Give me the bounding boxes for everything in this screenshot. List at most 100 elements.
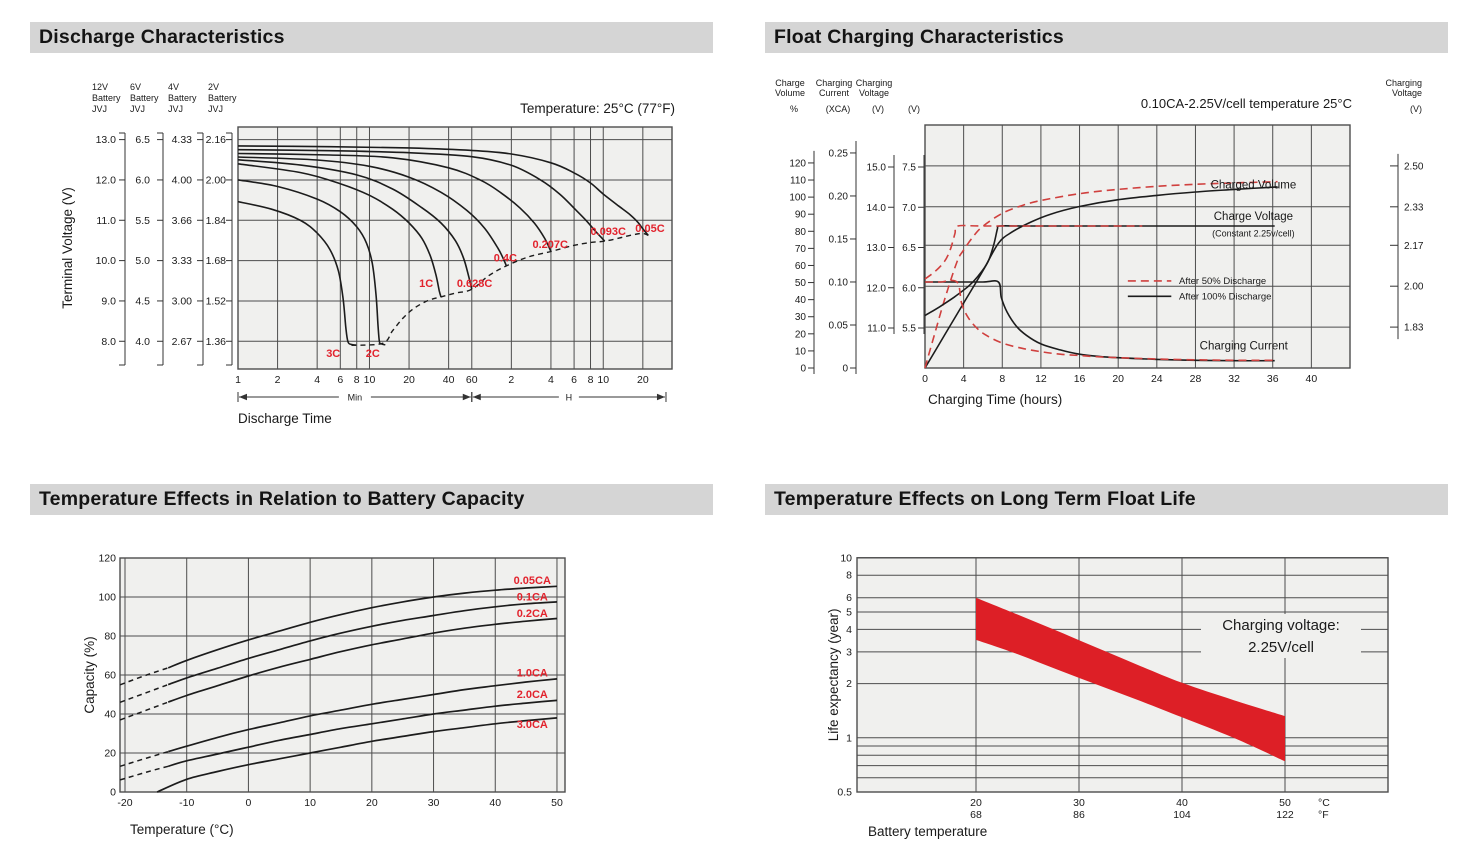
y-tick-label: 120 [98,553,116,565]
curve-0.1CA [167,601,558,686]
curve-0.2CA [167,617,558,703]
x-tick-label: 10 [304,797,316,809]
plot-border [924,124,1351,369]
scale-value: 6.5 [902,243,916,254]
x-tick-label: 1 [235,374,241,386]
x-tick-label-fahrenheit: 122 [1276,809,1294,821]
curve-label-0.2CA: 0.2CA [517,608,548,620]
curve-charged-volume-after-100 [924,186,1278,369]
scale-value: 90 [795,210,807,221]
scale-value: 1.52 [206,295,227,307]
scale-unit: (V) [1410,104,1422,114]
x-tick-label-fahrenheit: 104 [1173,809,1191,821]
y-tick-label: 2 [846,678,852,690]
scale-value: 10 [795,346,807,357]
curve-0.2CA-dashed [119,701,169,721]
plot-border [119,557,566,793]
section-header-discharge: Discharge Characteristics [30,22,713,53]
scale-value: 0.15 [829,234,849,245]
curve-1.0CA-dashed [119,750,169,768]
curve-label-0.093C: 0.093C [591,226,627,238]
curve-label-0.05C: 0.05C [635,223,664,235]
x-tick-label-celsius: 20 [970,797,982,809]
x-tick-label: 2 [508,374,514,386]
curve-charged-volume-after-50 [924,180,1278,369]
x-axis-title: Temperature (°C) [130,822,234,837]
scale-header: Charging [856,78,893,88]
scale-header: Charging [1385,78,1422,88]
scale-header: Volume [775,88,805,98]
scale-value: 11.0 [96,215,116,227]
scale-header: Charge [775,78,805,88]
plot-border [237,126,673,370]
scale-value: 12.0 [867,283,887,294]
x-tick-label: 24 [1151,373,1163,385]
curve-label-2.0CA: 2.0CA [517,689,548,701]
scale-unit: (XCA) [826,104,851,114]
scale-header: Charging [816,78,853,88]
scale-value: 0.20 [829,191,849,202]
scale-value: 12.0 [96,174,117,186]
section-header-float-life: Temperature Effects on Long Term Float L… [765,484,1448,515]
scale-value: 4.0 [135,336,150,348]
scale-value: 0.10 [829,277,849,288]
scale-value: 110 [790,176,806,187]
scale-header: 12V [92,82,108,92]
x-tick-label: 30 [428,797,440,809]
scale-header: JVJ [92,104,107,114]
scale-value: 0.25 [829,148,849,159]
x-tick-label: 4 [548,374,554,386]
scale-header: 6V [130,82,141,92]
y-axis-title: Terminal Voltage (V) [60,187,75,309]
plot-label: (Constant 2.25v/cell) [1212,228,1295,238]
scale-value: 40 [795,295,807,306]
plot-area [925,125,1350,368]
scale-value: 4.00 [172,174,193,186]
scale-header: Battery [208,93,237,103]
scale-header: JVJ [208,104,223,114]
scale-value: 6.5 [135,134,150,146]
scale-header: JVJ [168,104,183,114]
x-tick-label-celsius: 30 [1073,797,1085,809]
curve-label-0.628C: 0.628C [457,278,493,290]
section-title-discharge: Discharge Characteristics [39,26,285,48]
scale-value: 2.33 [1404,202,1424,213]
curve-charge-voltage-after-50 [924,224,1143,280]
y-axis-title: Life expectancy (year) [826,608,841,741]
x-tick-label: 40 [443,374,455,386]
curve-0.628C [237,159,473,290]
x-tick-label: 40 [1306,373,1318,385]
curve-label-2C: 2C [366,348,380,360]
scale-unit: (V) [908,104,920,114]
curve-0.05CA-dashed [119,667,169,686]
legend-label: After 50% Discharge [1179,276,1266,287]
x-tick-label: 4 [314,374,320,386]
curve-2.0CA-dashed [119,765,169,781]
curve-label-0.05CA: 0.05CA [514,575,551,587]
x-tick-label: 6 [571,374,577,386]
curve-0.1CA-dashed [119,683,169,704]
y-tick-label: 8 [846,570,852,582]
scale-value: 1.36 [206,336,227,348]
scale-unit: % [790,104,798,114]
y-tick-label: 20 [104,748,116,760]
temperature-note: Temperature: 25°C (77°F) [520,101,675,116]
span-label: Min [348,393,363,403]
annotation-line: Charging voltage: [1222,617,1340,634]
scale-value: 2.50 [1404,161,1424,172]
scale-value: 0.05 [829,320,849,331]
x-tick-label: 12 [1035,373,1047,385]
curve-0.05CA [167,585,558,669]
y-tick-label: 3 [846,646,852,658]
x-tick-label: 10 [597,374,609,386]
plot-label: Charging Current [1200,340,1289,352]
y-tick-label: 100 [98,592,116,604]
x-tick-label-fahrenheit: 86 [1073,809,1085,821]
y-tick-label: 10 [840,552,852,564]
section-title-float-charging: Float Charging Characteristics [774,26,1064,48]
plot-area [238,127,672,369]
float-charging-characteristics-chart: Charged Volume Charge Voltage (Constant 2.… [775,78,1424,407]
curve-label-0.207C: 0.207C [532,239,568,251]
scale-value: 2.16 [206,134,227,146]
